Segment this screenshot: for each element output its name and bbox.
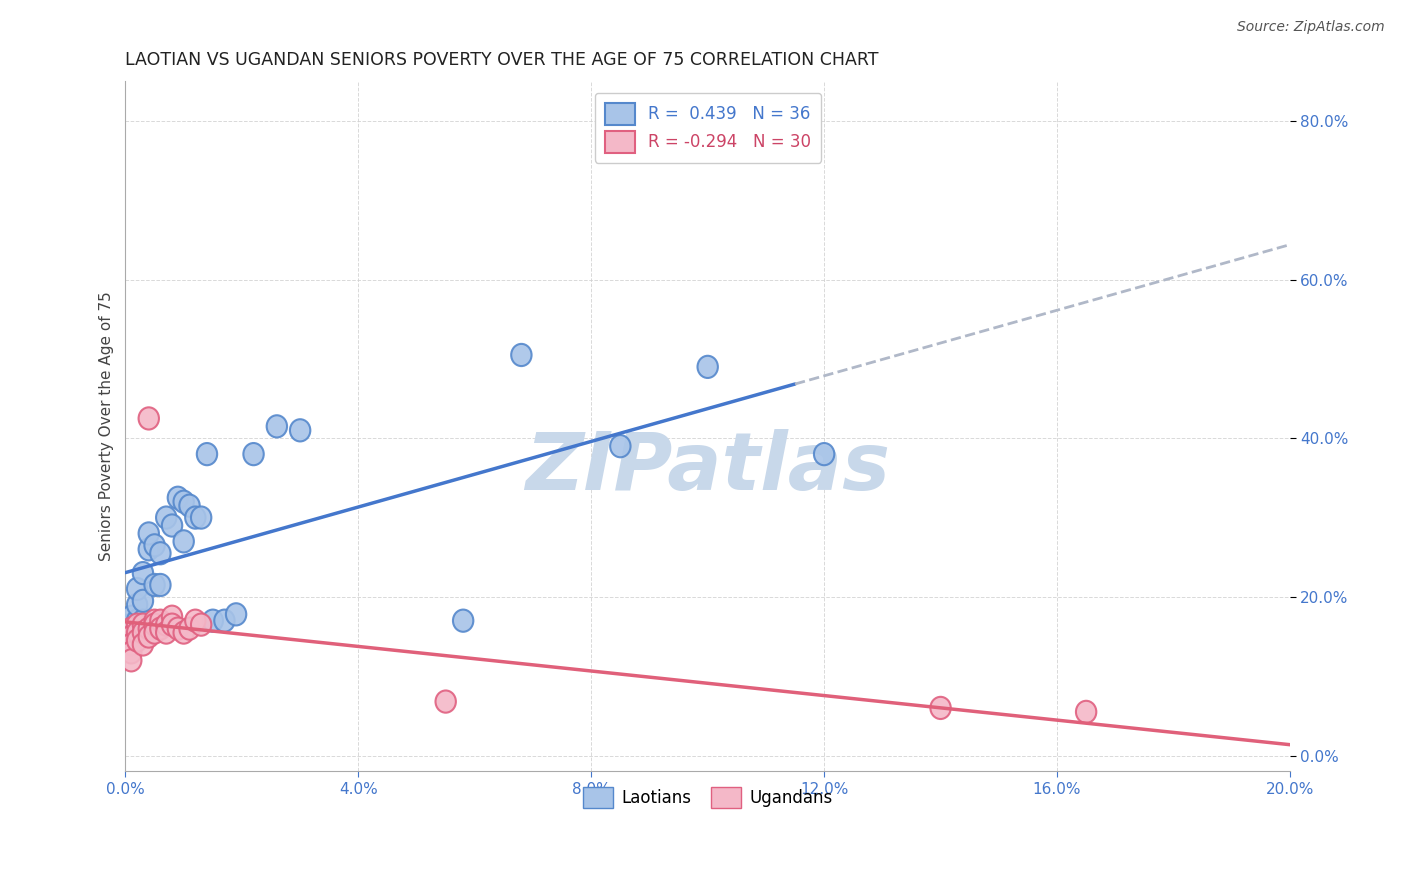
Ellipse shape xyxy=(132,609,153,632)
Ellipse shape xyxy=(121,606,142,628)
Ellipse shape xyxy=(139,538,159,560)
Ellipse shape xyxy=(132,590,153,612)
Ellipse shape xyxy=(127,594,148,615)
Ellipse shape xyxy=(139,408,159,430)
Ellipse shape xyxy=(173,530,194,552)
Ellipse shape xyxy=(150,574,170,596)
Ellipse shape xyxy=(173,491,194,513)
Ellipse shape xyxy=(132,633,153,656)
Ellipse shape xyxy=(697,356,718,378)
Ellipse shape xyxy=(127,622,148,644)
Ellipse shape xyxy=(197,443,217,466)
Ellipse shape xyxy=(243,443,264,466)
Text: LAOTIAN VS UGANDAN SENIORS POVERTY OVER THE AGE OF 75 CORRELATION CHART: LAOTIAN VS UGANDAN SENIORS POVERTY OVER … xyxy=(125,51,879,69)
Ellipse shape xyxy=(121,614,142,636)
Ellipse shape xyxy=(127,614,148,636)
Ellipse shape xyxy=(145,609,165,632)
Ellipse shape xyxy=(512,344,531,366)
Ellipse shape xyxy=(121,649,142,672)
Ellipse shape xyxy=(145,622,165,644)
Ellipse shape xyxy=(814,443,834,466)
Ellipse shape xyxy=(186,507,205,529)
Ellipse shape xyxy=(139,617,159,640)
Ellipse shape xyxy=(121,625,142,648)
Ellipse shape xyxy=(214,609,235,632)
Ellipse shape xyxy=(127,578,148,600)
Ellipse shape xyxy=(186,609,205,632)
Ellipse shape xyxy=(267,416,287,437)
Text: ZIPatlas: ZIPatlas xyxy=(526,429,890,507)
Ellipse shape xyxy=(191,507,211,529)
Ellipse shape xyxy=(127,609,148,632)
Ellipse shape xyxy=(150,609,170,632)
Ellipse shape xyxy=(610,435,630,458)
Ellipse shape xyxy=(121,633,142,656)
Ellipse shape xyxy=(132,614,153,636)
Ellipse shape xyxy=(145,534,165,557)
Ellipse shape xyxy=(121,625,142,648)
Ellipse shape xyxy=(132,562,153,584)
Ellipse shape xyxy=(290,419,311,442)
Ellipse shape xyxy=(436,690,456,713)
Ellipse shape xyxy=(162,515,183,537)
Ellipse shape xyxy=(121,617,142,640)
Ellipse shape xyxy=(121,641,142,664)
Ellipse shape xyxy=(167,617,188,640)
Ellipse shape xyxy=(173,622,194,644)
Ellipse shape xyxy=(226,603,246,625)
Ellipse shape xyxy=(180,494,200,516)
Ellipse shape xyxy=(139,625,159,648)
Ellipse shape xyxy=(127,630,148,652)
Ellipse shape xyxy=(145,614,165,636)
Ellipse shape xyxy=(191,614,211,636)
Ellipse shape xyxy=(156,507,176,529)
Ellipse shape xyxy=(156,614,176,636)
Ellipse shape xyxy=(150,617,170,640)
Text: Source: ZipAtlas.com: Source: ZipAtlas.com xyxy=(1237,20,1385,34)
Ellipse shape xyxy=(132,622,153,644)
Ellipse shape xyxy=(167,487,188,508)
Ellipse shape xyxy=(162,614,183,636)
Ellipse shape xyxy=(1076,701,1097,723)
Ellipse shape xyxy=(139,523,159,544)
Ellipse shape xyxy=(180,617,200,640)
Legend: Laotians, Ugandans: Laotians, Ugandans xyxy=(576,780,839,814)
Y-axis label: Seniors Poverty Over the Age of 75: Seniors Poverty Over the Age of 75 xyxy=(100,292,114,561)
Ellipse shape xyxy=(202,609,224,632)
Ellipse shape xyxy=(145,574,165,596)
Ellipse shape xyxy=(162,606,183,628)
Ellipse shape xyxy=(150,542,170,565)
Ellipse shape xyxy=(127,622,148,644)
Ellipse shape xyxy=(453,609,474,632)
Ellipse shape xyxy=(156,622,176,644)
Ellipse shape xyxy=(931,697,950,719)
